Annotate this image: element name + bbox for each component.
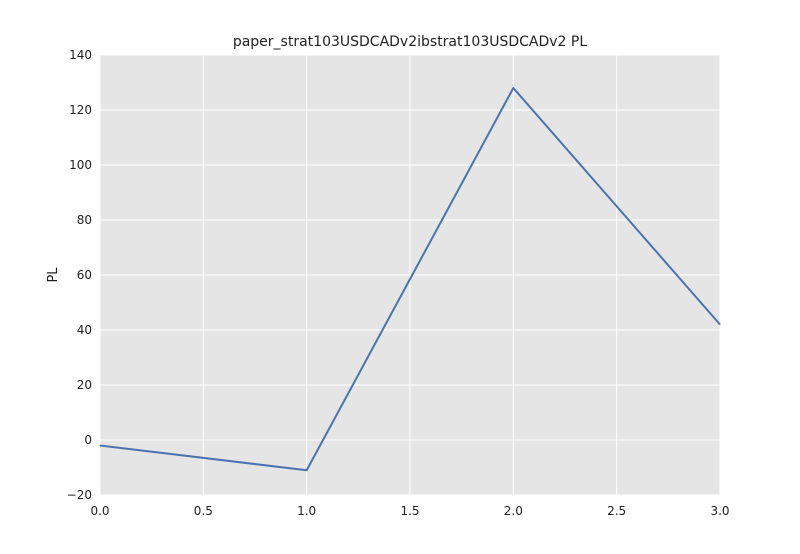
x-tick-label: 1.5 — [400, 504, 419, 518]
y-tick-label: 140 — [69, 48, 92, 62]
y-tick-label: 100 — [69, 158, 92, 172]
x-tick-label: 0.5 — [194, 504, 213, 518]
y-tick-label: 0 — [84, 433, 92, 447]
series-line — [99, 87, 721, 472]
x-tick-label: 2.0 — [504, 504, 523, 518]
x-tick-label: 2.5 — [607, 504, 626, 518]
x-tick-label: 0.0 — [90, 504, 109, 518]
data-point — [99, 445, 101, 446]
data-point — [719, 324, 721, 325]
y-tick-label: −20 — [67, 488, 92, 502]
y-tick-label: 120 — [69, 103, 92, 117]
y-axis-ticks: −20 0 20 40 60 80 100 120 140 — [67, 48, 92, 502]
y-tick-label: 80 — [77, 213, 92, 227]
y-tick-label: 40 — [77, 323, 92, 337]
x-tick-label: 3.0 — [710, 504, 729, 518]
x-axis-ticks: 0.0 0.5 1.0 1.5 2.0 2.5 3.0 — [90, 504, 729, 518]
y-tick-label: 20 — [77, 378, 92, 392]
series-layer — [99, 87, 721, 472]
data-point — [306, 469, 308, 471]
y-axis-label: PL — [46, 267, 61, 283]
data-point — [512, 87, 514, 89]
grid-lines — [99, 54, 721, 496]
y-tick-label: 60 — [77, 268, 92, 282]
x-tick-label: 1.0 — [297, 504, 316, 518]
chart-title: paper_strat103USDCADv2ibstrat103USDCADv2… — [233, 34, 588, 50]
